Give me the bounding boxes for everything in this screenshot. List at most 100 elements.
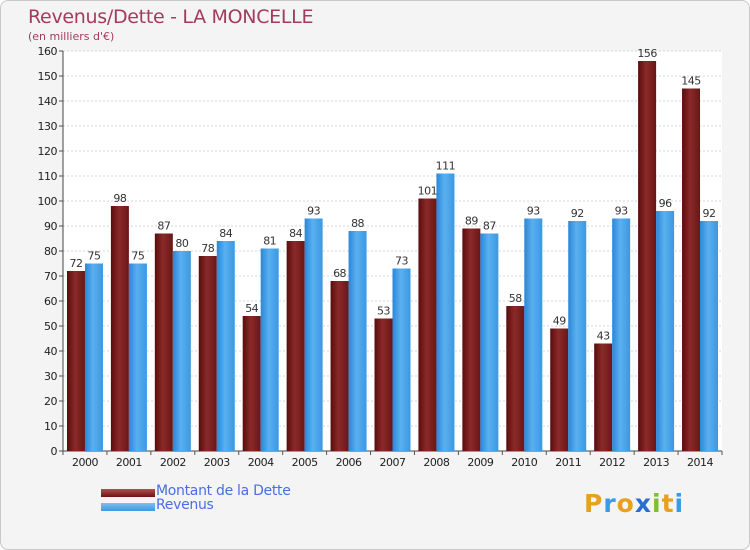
y-tick-label: 30 <box>44 370 57 383</box>
logo-letter: x <box>634 489 652 518</box>
bar-dette <box>594 343 613 451</box>
data-label-revenus: 88 <box>351 217 364 230</box>
bar-revenus <box>524 218 543 451</box>
bar-revenus <box>392 268 411 451</box>
x-tick-label: 2007 <box>380 456 406 469</box>
data-label-revenus: 80 <box>175 237 188 250</box>
bar-revenus <box>612 218 631 451</box>
data-label-dette: 101 <box>418 185 438 198</box>
y-tick-label: 150 <box>38 70 58 83</box>
logo-letter: i <box>652 489 662 518</box>
bar-dette <box>682 88 701 451</box>
data-label-revenus: 92 <box>571 207 584 220</box>
logo-letter: t <box>661 489 675 518</box>
x-tick-label: 2014 <box>687 456 713 469</box>
data-label-revenus: 75 <box>87 250 100 263</box>
bar-revenus <box>348 231 367 451</box>
data-label-revenus: 75 <box>131 250 144 263</box>
bar-revenus <box>656 211 675 451</box>
data-label-revenus: 96 <box>659 197 672 210</box>
bar-dette <box>242 316 261 451</box>
data-label-dette: 156 <box>637 47 657 60</box>
x-tick-label: 2005 <box>292 456 318 469</box>
legend-label-revenus: Revenus <box>156 497 214 513</box>
x-tick-label: 2010 <box>511 456 537 469</box>
x-tick-label: 2011 <box>555 456 581 469</box>
bar-revenus <box>172 251 191 451</box>
bar-revenus <box>480 233 499 451</box>
bar-revenus <box>304 218 323 451</box>
bar-dette <box>638 61 657 451</box>
logo-letter: P <box>584 489 604 518</box>
bar-dette <box>66 271 85 451</box>
bar-dette <box>506 306 525 451</box>
data-label-revenus: 92 <box>703 207 716 220</box>
data-label-revenus: 84 <box>219 227 232 240</box>
x-tick-label: 2006 <box>336 456 362 469</box>
data-label-revenus: 93 <box>615 205 628 218</box>
y-tick-label: 90 <box>44 220 57 233</box>
data-label-revenus: 93 <box>527 205 540 218</box>
data-label-dette: 87 <box>157 220 170 233</box>
bar-revenus <box>84 263 103 451</box>
bar-dette <box>154 233 173 451</box>
data-label-dette: 43 <box>597 330 610 343</box>
data-label-dette: 53 <box>377 305 390 318</box>
data-label-dette: 58 <box>509 292 522 305</box>
bar-dette <box>330 281 349 451</box>
bar-revenus <box>128 263 147 451</box>
x-tick-label: 2012 <box>599 456 625 469</box>
bar-dette <box>550 328 569 451</box>
legend-swatch-dette <box>101 489 155 497</box>
x-tick-label: 2013 <box>643 456 669 469</box>
y-tick-label: 160 <box>38 45 58 58</box>
data-label-dette: 84 <box>289 227 302 240</box>
bar-revenus <box>436 173 455 451</box>
logo-letter: r <box>603 489 617 518</box>
data-label-revenus: 73 <box>395 255 408 268</box>
y-tick-label: 60 <box>44 295 57 308</box>
bar-dette <box>110 206 129 451</box>
data-label-dette: 54 <box>245 302 258 315</box>
logo-letter: o <box>616 489 635 518</box>
y-tick-label: 120 <box>38 145 58 158</box>
x-tick-label: 2001 <box>116 456 142 469</box>
x-tick-label: 2003 <box>204 456 230 469</box>
bar-revenus <box>568 221 587 451</box>
y-tick-label: 20 <box>44 395 57 408</box>
y-tick-label: 0 <box>51 445 58 458</box>
chart-subtitle: (en milliers d'€) <box>28 30 115 43</box>
x-tick-label: 2004 <box>248 456 274 469</box>
data-label-dette: 68 <box>333 267 346 280</box>
data-label-revenus: 81 <box>263 235 276 248</box>
x-tick-label: 2000 <box>72 456 98 469</box>
data-label-dette: 72 <box>69 257 82 270</box>
data-label-revenus: 87 <box>483 220 496 233</box>
y-tick-label: 40 <box>44 345 57 358</box>
proxiti-logo: Proxiti <box>584 489 684 518</box>
bar-dette <box>462 228 481 451</box>
bar-revenus <box>260 248 279 451</box>
legend-label-dette: Montant de la Dette <box>156 483 291 499</box>
bar-revenus <box>700 221 719 451</box>
y-tick-label: 70 <box>44 270 57 283</box>
bar-dette <box>286 241 305 451</box>
y-tick-label: 10 <box>44 420 57 433</box>
data-label-dette: 98 <box>113 192 126 205</box>
chart-title: Revenus/Dette - LA MONCELLE <box>28 6 314 28</box>
data-label-dette: 78 <box>201 242 214 255</box>
data-label-dette: 49 <box>553 315 566 328</box>
y-tick-label: 140 <box>38 95 58 108</box>
data-label-dette: 89 <box>465 215 478 228</box>
x-tick-label: 2008 <box>423 456 449 469</box>
x-tick-label: 2009 <box>467 456 493 469</box>
y-tick-label: 100 <box>38 195 58 208</box>
data-label-revenus: 93 <box>307 205 320 218</box>
bar-revenus <box>216 241 235 451</box>
bar-dette <box>198 256 217 451</box>
y-tick-label: 50 <box>44 320 57 333</box>
y-tick-label: 80 <box>44 245 57 258</box>
y-tick-label: 130 <box>38 120 58 133</box>
